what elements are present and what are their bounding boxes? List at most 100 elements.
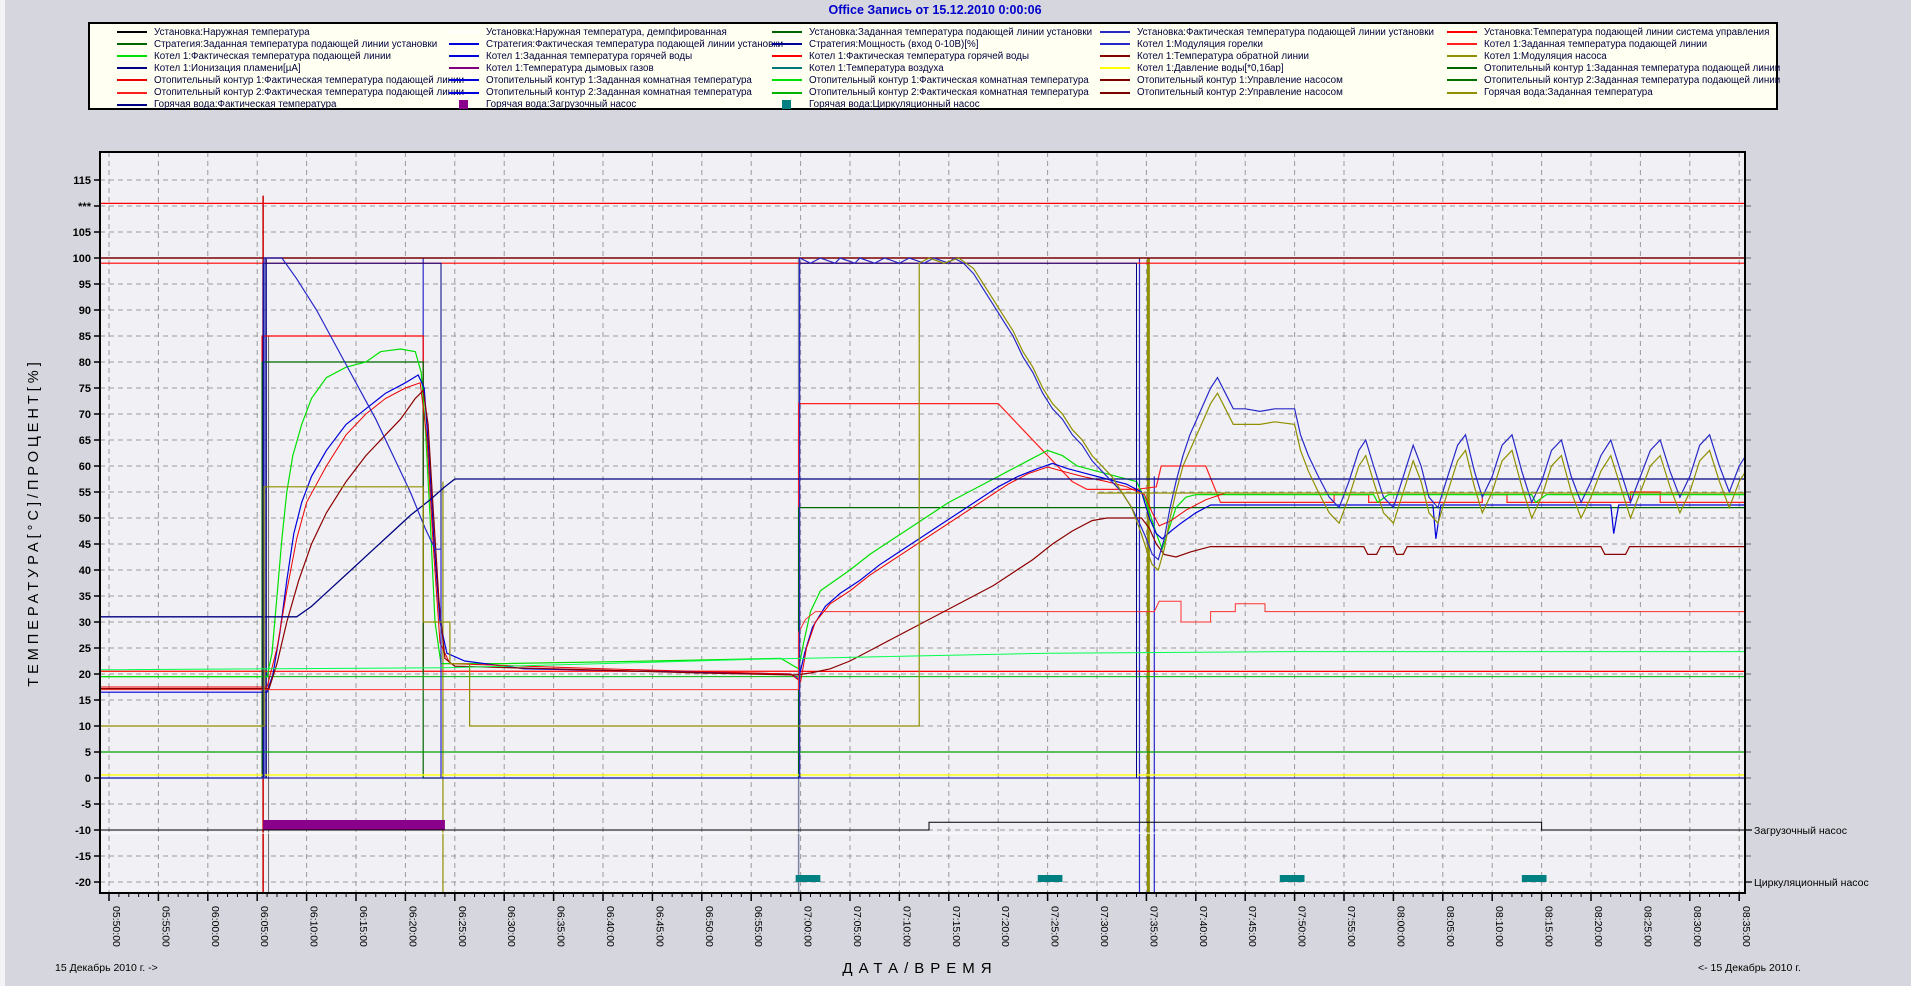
y-tick-label: 15 xyxy=(79,695,91,707)
legend-item-label: Установка:Температура подающей линии сис… xyxy=(1484,26,1770,38)
legend-item[interactable]: Отопительный контур 1:Заданная комнатная… xyxy=(449,74,783,86)
legend-line-swatch xyxy=(1100,91,1130,94)
legend-item[interactable]: Котел 1:Заданная температура подающей ли… xyxy=(1447,38,1780,50)
legend-item[interactable]: Отопительный контур 2:Фактическая темпер… xyxy=(117,86,464,98)
y-tick-label: 75 xyxy=(79,383,91,395)
legend-item[interactable]: Стратегия:Фактическая температура подающ… xyxy=(449,38,783,50)
legend-item[interactable]: Горячая вода:Циркуляционный насос xyxy=(772,99,1092,111)
legend-line-swatch xyxy=(117,55,147,58)
legend-item[interactable]: Котел 1:Давление воды[*0,1бар] xyxy=(1100,62,1434,74)
legend-item-label: Установка:Фактическая температура подающ… xyxy=(1137,26,1434,38)
legend-item[interactable]: Отопительный контур 2:Заданная температу… xyxy=(1447,74,1780,86)
series-line xyxy=(101,821,1744,831)
x-tick-label: 07:55:00 xyxy=(1345,906,1357,947)
legend-item[interactable]: Установка:Наружная температура xyxy=(117,26,464,38)
legend-item-label: Стратегия:Мощность (вход 0-10В)[%] xyxy=(809,38,979,50)
legend-line-swatch xyxy=(1447,55,1477,58)
legend-item-label: Котел 1:Фактическая температура подающей… xyxy=(154,50,391,62)
y-tick-label: 65 xyxy=(79,435,91,447)
y-tick-label: -10 xyxy=(75,825,91,837)
legend-item[interactable]: Котел 1:Ионизация пламени[µА] xyxy=(117,62,464,74)
legend-item[interactable]: Стратегия:Заданная температура подающей … xyxy=(117,38,464,50)
legend-item[interactable]: Отопительный контур 1:Фактическая темпер… xyxy=(117,74,464,86)
legend-line-swatch xyxy=(772,43,802,46)
y-tick-label: 45 xyxy=(79,539,91,551)
legend-line-swatch xyxy=(449,55,479,58)
legend-item[interactable]: Горячая вода:Фактическая температура xyxy=(117,99,464,111)
legend-line-swatch xyxy=(1447,91,1477,94)
y-tick-label: 55 xyxy=(79,487,91,499)
legend-column: Установка:Фактическая температура подающ… xyxy=(1100,26,1434,99)
legend-item-label: Отопительный контур 2:Управление насосом xyxy=(1137,87,1343,99)
legend-item[interactable]: Котел 1:Модуляция насоса xyxy=(1447,50,1780,62)
legend-item[interactable]: Горячая вода:Загрузочный насос xyxy=(449,99,783,111)
date-range-start: 15 Декабрь 2010 г. -> xyxy=(55,962,158,974)
legend-item-label: Стратегия:Фактическая температура подающ… xyxy=(486,38,784,50)
legend-item[interactable]: Стратегия:Мощность (вход 0-10В)[%] xyxy=(772,38,1092,50)
x-tick-label: 07:20:00 xyxy=(999,906,1011,947)
legend-item[interactable]: Котел 1:Температура воздуха xyxy=(772,62,1092,74)
legend-line-swatch xyxy=(117,79,147,82)
x-tick-label: 06:25:00 xyxy=(456,906,468,947)
legend-item[interactable]: Котел 1:Фактическая температура подающей… xyxy=(117,50,464,62)
legend-item-label: Котел 1:Температура обратной линии xyxy=(1137,50,1309,62)
legend-item[interactable]: Отопительный контур 2:Фактическая комнат… xyxy=(772,86,1092,98)
legend-item[interactable]: Котел 1:Фактическая температура горячей … xyxy=(772,50,1092,62)
series-line xyxy=(101,651,1744,671)
x-tick-label: 06:00:00 xyxy=(209,906,221,947)
legend-line-swatch xyxy=(117,43,147,46)
x-tick-label: 07:05:00 xyxy=(851,906,863,947)
y-tick-label: 80 xyxy=(79,357,91,369)
legend-line-swatch xyxy=(772,31,802,34)
legend-item[interactable]: Установка:Температура подающей линии сис… xyxy=(1447,26,1780,38)
legend-item[interactable]: Установка:Наружная температура, демпфиро… xyxy=(449,26,783,38)
legend-line-swatch xyxy=(117,91,147,94)
legend-item[interactable]: Установка:Заданная температура подающей … xyxy=(772,26,1092,38)
x-tick-label: 07:50:00 xyxy=(1296,906,1308,947)
x-tick-label: 06:40:00 xyxy=(604,906,616,947)
plot-area[interactable] xyxy=(100,152,1745,893)
legend-item[interactable]: Установка:Фактическая температура подающ… xyxy=(1100,26,1434,38)
legend-line-swatch xyxy=(772,79,802,82)
legend-item[interactable]: Отопительный контур 1:Управление насосом xyxy=(1100,74,1434,86)
legend-item-label: Отопительный контур 2:Заданная температу… xyxy=(1484,74,1781,86)
legend-item[interactable]: Котел 1:Температура дымовых газов xyxy=(449,62,783,74)
legend-item[interactable]: Отопительный контур 2:Управление насосом xyxy=(1100,86,1434,98)
legend-line-swatch xyxy=(1100,31,1130,34)
series-line xyxy=(101,600,1744,691)
x-tick-label: 07:45:00 xyxy=(1246,906,1258,947)
x-tick-label: 07:40:00 xyxy=(1197,906,1209,947)
x-tick-label: 06:45:00 xyxy=(653,906,665,947)
x-tick-label: 06:55:00 xyxy=(752,906,764,947)
legend-line-swatch xyxy=(1447,79,1477,82)
y-tick-label: 40 xyxy=(79,565,91,577)
legend-line-swatch xyxy=(449,43,479,46)
y-tick-label: *** xyxy=(78,201,92,213)
x-tick-label: 05:50:00 xyxy=(110,906,122,947)
y-tick-label: 5 xyxy=(85,747,91,759)
series-line xyxy=(101,257,1744,727)
right-axis-label: Загрузочный насос xyxy=(1754,825,1847,837)
x-tick-label: 05:55:00 xyxy=(159,906,171,947)
legend-line-swatch xyxy=(1100,79,1130,82)
legend-item[interactable]: Котел 1:Заданная температура горячей вод… xyxy=(449,50,783,62)
legend-item-label: Горячая вода:Заданная температура xyxy=(1484,87,1653,99)
legend-item[interactable]: Горячая вода:Заданная температура xyxy=(1447,86,1780,98)
y-tick-label: 90 xyxy=(79,305,91,317)
page-title: Office Запись от 15.12.2010 0:00:06 xyxy=(828,3,1042,17)
legend-item[interactable]: Отопительный контур 1:Фактическая комнат… xyxy=(772,74,1092,86)
series-line xyxy=(101,403,1744,673)
date-range-end: <- 15 Декабрь 2010 г. xyxy=(1698,962,1801,974)
x-tick-label: 07:10:00 xyxy=(900,906,912,947)
legend-item-label: Установка:Наружная температура xyxy=(154,26,310,38)
legend-item-label: Отопительный контур 1:Заданная температу… xyxy=(1484,62,1781,74)
legend-item[interactable]: Отопительный контур 2:Заданная комнатная… xyxy=(449,86,783,98)
legend-item[interactable]: Котел 1:Модуляция горелки xyxy=(1100,38,1434,50)
legend-line-swatch xyxy=(1100,55,1130,58)
pump-state-bar xyxy=(263,820,445,830)
legend-item[interactable]: Отопительный контур 1:Заданная температу… xyxy=(1447,62,1780,74)
legend-item-label: Котел 1:Фактическая температура горячей … xyxy=(809,50,1030,62)
legend-item[interactable]: Котел 1:Температура обратной линии xyxy=(1100,50,1434,62)
